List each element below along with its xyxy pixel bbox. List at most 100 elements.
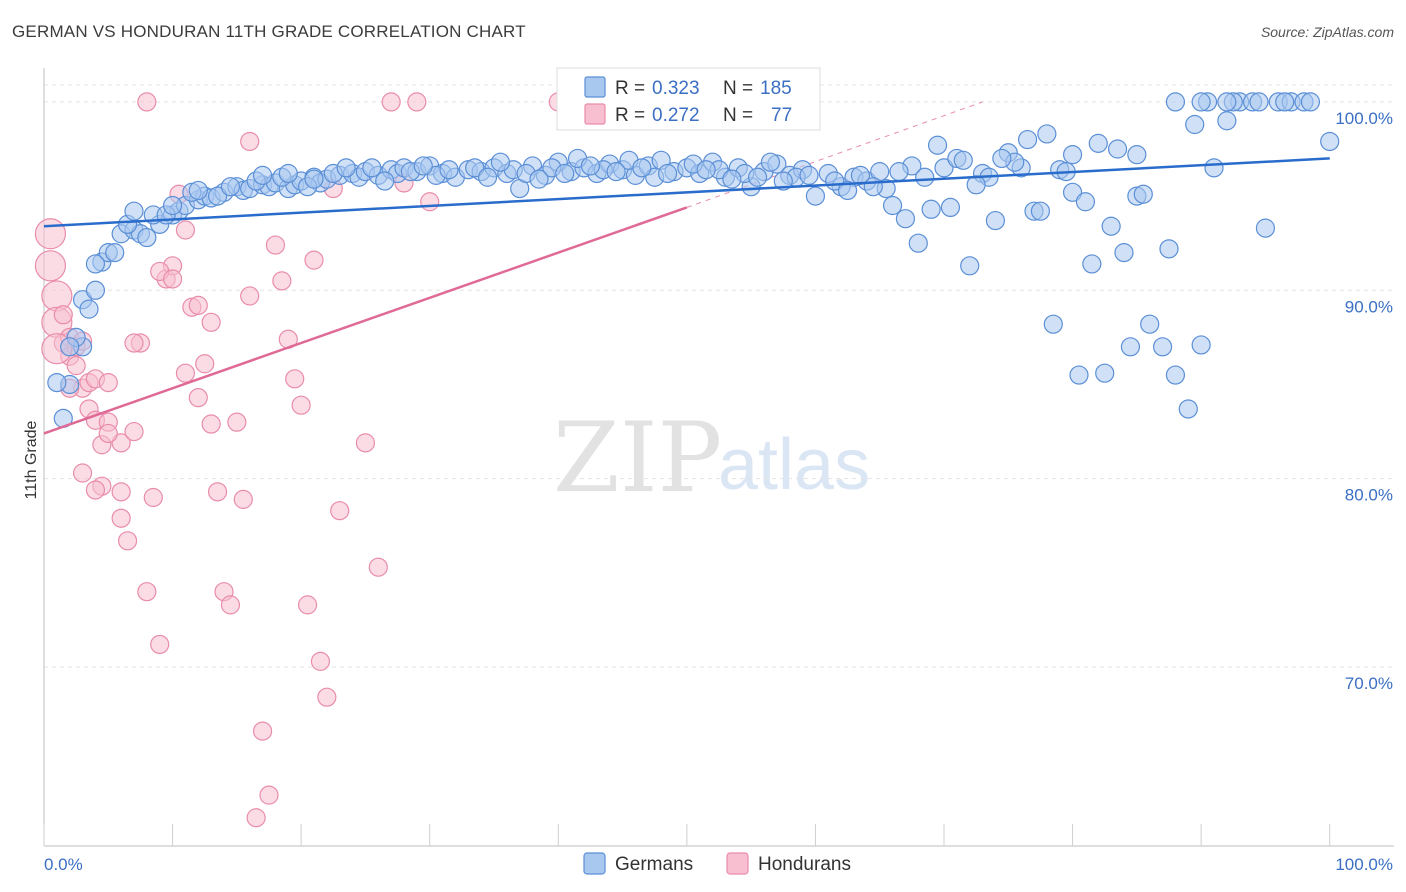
legend-r-value-germans: 0.323 xyxy=(652,78,700,99)
german-point-171 xyxy=(278,163,298,184)
bottom-legend-swatch-germans xyxy=(583,852,606,875)
honduran-point-39 xyxy=(227,412,247,432)
honduran-point-70 xyxy=(111,508,131,528)
german-point-184 xyxy=(696,160,716,180)
german-point-80 xyxy=(921,199,941,219)
german-point-85 xyxy=(985,210,1006,231)
german-point-142 xyxy=(953,150,973,170)
german-point-192 xyxy=(915,167,935,187)
german-point-168 xyxy=(188,180,208,201)
german-point-172 xyxy=(304,169,324,189)
german-point-173 xyxy=(336,158,356,178)
german-point-195 xyxy=(992,148,1012,169)
german-point-83 xyxy=(960,256,980,276)
legend-n-value-germans: 185 xyxy=(760,78,792,99)
legend-r-label-germans: R = xyxy=(615,78,645,99)
honduran-point-26 xyxy=(143,487,163,508)
german-point-93 xyxy=(1088,133,1108,153)
german-point-81 xyxy=(934,158,954,178)
german-point-185 xyxy=(722,169,742,189)
german-point-169 xyxy=(220,177,241,197)
honduran-point-58 xyxy=(381,92,401,112)
german-point-179 xyxy=(555,163,575,184)
legend-n-value-hondurans: 77 xyxy=(771,105,792,126)
honduran-point-52 xyxy=(310,651,331,671)
honduran-point-53 xyxy=(317,687,337,707)
honduran-point-18 xyxy=(98,372,118,393)
german-point-157 xyxy=(1120,337,1141,357)
legend-swatch-hondurans xyxy=(584,103,606,125)
axes xyxy=(43,68,1394,847)
chart-source: Source: ZipAtlas.com xyxy=(1260,24,1394,40)
y-tick-label-0: 70.0% xyxy=(1345,674,1393,693)
y-axis-label: 11th Grade xyxy=(23,420,40,499)
german-point-163 xyxy=(79,299,99,319)
german-point-4 xyxy=(85,280,106,300)
watermark-atlas: atlas xyxy=(718,425,870,505)
honduran-point-60 xyxy=(407,92,427,112)
bottom-legend-label-germans: Germans xyxy=(615,854,693,875)
german-point-135 xyxy=(760,152,781,172)
bottom-legend: Germans Hondurans xyxy=(583,852,851,875)
german-point-77 xyxy=(882,195,903,216)
honduran-point-50 xyxy=(297,595,318,615)
honduran-points xyxy=(34,92,568,828)
german-point-149 xyxy=(1133,184,1153,204)
honduran-point-41 xyxy=(240,286,260,306)
german-point-201 xyxy=(1217,92,1237,112)
honduran-point-34 xyxy=(195,354,215,374)
honduran-point-71 xyxy=(124,333,144,353)
german-point-147 xyxy=(1082,254,1102,274)
german-point-111 xyxy=(105,243,125,263)
watermark-zip: ZIP xyxy=(553,402,722,514)
german-point-177 xyxy=(477,167,498,187)
german-point-79 xyxy=(908,233,928,253)
german-point-189 xyxy=(837,180,858,201)
german-point-175 xyxy=(413,156,433,176)
honduran-point-31 xyxy=(175,220,196,240)
y-tick-label-3: 100.0% xyxy=(1335,109,1393,128)
honduran-point-69 xyxy=(98,423,118,444)
german-point-160 xyxy=(1043,314,1063,334)
honduran-point-55 xyxy=(330,501,350,521)
german-point-176 xyxy=(439,160,459,180)
honduran-point-64 xyxy=(240,131,260,152)
honduran-point-36 xyxy=(207,482,228,502)
honduran-point-40 xyxy=(233,489,253,509)
german-point-196 xyxy=(1017,129,1038,150)
honduran-point-74 xyxy=(175,363,196,383)
bottom-legend-label-hondurans: Hondurans xyxy=(758,854,851,875)
german-point-97 xyxy=(1140,314,1160,334)
honduran-point-67 xyxy=(72,463,93,483)
german-point-200 xyxy=(1191,92,1211,112)
honduran-point-51 xyxy=(304,250,324,270)
honduran-point-23 xyxy=(124,421,144,442)
honduran-point-44 xyxy=(259,785,279,805)
german-point-165 xyxy=(60,337,80,357)
honduran-point-21 xyxy=(111,482,131,502)
german-point-198 xyxy=(1127,145,1147,165)
honduran-point-63 xyxy=(137,92,157,112)
german-point-187 xyxy=(773,171,793,191)
german-point-95 xyxy=(1114,243,1134,263)
german-point-151 xyxy=(1185,114,1205,135)
honduran-point-20 xyxy=(111,433,131,453)
honduran-point-27 xyxy=(150,634,170,655)
bottom-legend-swatch-hondurans xyxy=(726,852,749,875)
honduran-point-1 xyxy=(34,250,67,282)
honduran-point-73 xyxy=(162,269,183,289)
honduran-point-38 xyxy=(220,595,241,615)
legend-r-label-hondurans: R = xyxy=(615,105,645,126)
german-point-161 xyxy=(47,372,67,393)
y-tick-labels: 70.0% 80.0% 90.0% 100.0% xyxy=(1335,109,1393,693)
y-tick-label-2: 90.0% xyxy=(1345,297,1393,316)
honduran-trend-line xyxy=(43,206,688,435)
chart-title: GERMAN VS HONDURAN 11TH GRADE CORRELATIO… xyxy=(12,22,526,41)
legend-n-label-hondurans: N = xyxy=(723,105,753,126)
german-point-178 xyxy=(529,169,549,189)
honduran-point-25 xyxy=(137,582,157,602)
honduran-point-22 xyxy=(117,531,138,551)
german-point-78 xyxy=(895,209,916,229)
honduran-point-61 xyxy=(420,192,440,212)
